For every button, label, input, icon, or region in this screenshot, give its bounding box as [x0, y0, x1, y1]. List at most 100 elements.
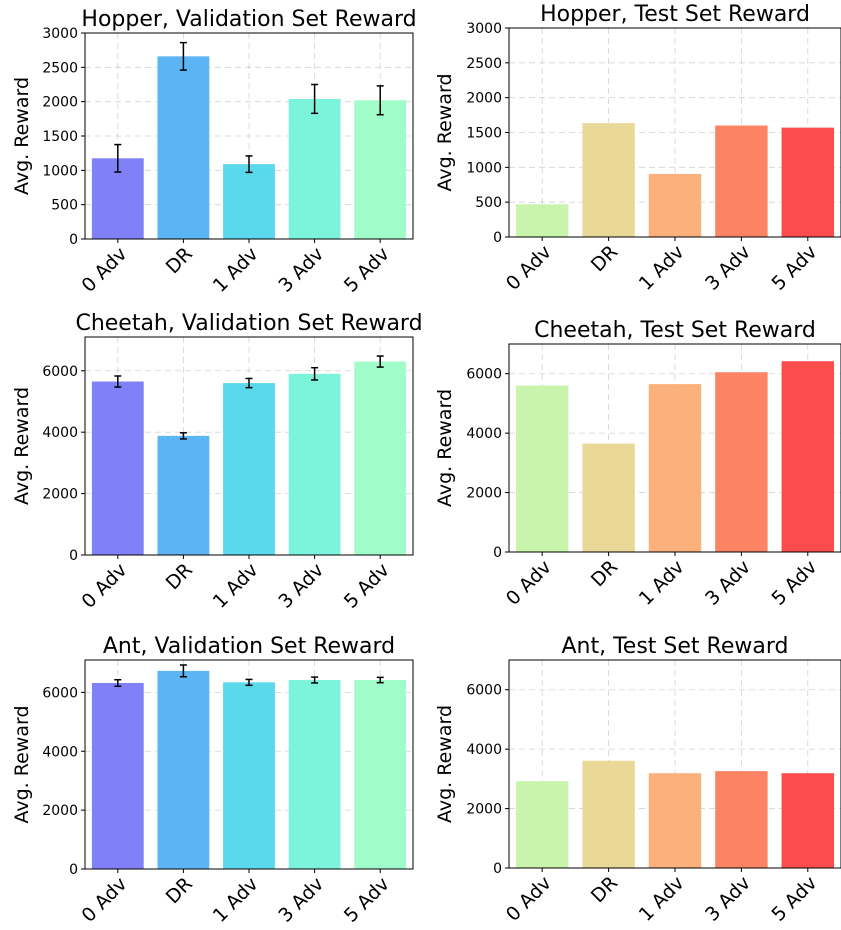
chart-cheetah-test-bar-1 [582, 443, 635, 552]
chart-cheetah-test-xtick-label-2: 1 Adv [635, 556, 689, 610]
chart-hopper-test: Hopper, Test Set Reward Avg. Reward 0 500 10… [434, 2, 841, 295]
chart-ant-validation-bar-4 [354, 680, 407, 869]
chart-cheetah-validation-xtick-label-3: 3 Adv [274, 559, 328, 613]
chart-cheetah-validation-ylabel: Avg. Reward [11, 387, 33, 505]
chart-ant-validation-ylabel: Avg. Reward [11, 705, 33, 823]
chart-hopper-test-ylabel: Avg. Reward [434, 73, 456, 191]
chart-ant-validation-bar-3 [288, 680, 341, 869]
chart-hopper-test-ytick-label-4: 2000 [466, 91, 502, 107]
chart-cheetah-validation: Cheetah, Validation Set Reward Avg. Rewar… [11, 311, 423, 613]
chart-ant-validation-xtick-label-0: 0 Adv [78, 873, 132, 927]
chart-ant-validation-xtick-label-4: 5 Adv [340, 873, 394, 927]
chart-hopper-test-bar-4 [781, 127, 835, 237]
chart-cheetah-test-ytick-label-1: 2000 [466, 486, 502, 502]
chart-cheetah-validation-xtick-label-2: 1 Adv [209, 559, 263, 613]
chart-hopper-test-ytick-label-5: 2500 [466, 56, 502, 72]
chart-ant-test-bar-0 [515, 781, 569, 868]
chart-hopper-validation-bar-4 [354, 100, 407, 239]
chart-cheetah-test-xtick-label-4: 5 Adv [768, 556, 822, 610]
chart-hopper-test-bar-2 [648, 173, 702, 237]
chart-ant-test-title: Ant, Test Set Reward [562, 634, 789, 659]
chart-cheetah-validation-bar-4 [354, 361, 407, 555]
chart-ant-test-bar-1 [582, 760, 635, 868]
chart-hopper-test-xtick-label-1: DR [587, 241, 622, 276]
chart-cheetah-validation-bar-2 [223, 383, 275, 555]
chart-cheetah-validation-xtick-label-0: 0 Adv [78, 559, 132, 613]
chart-ant-test-xtick-label-0: 0 Adv [502, 872, 556, 926]
chart-hopper-validation-xtick-label-1: DR [162, 243, 197, 278]
chart-cheetah-test-xtick-label-3: 3 Adv [701, 556, 755, 610]
chart-cheetah-test-xtick-label-1: DR [587, 556, 622, 591]
chart-hopper-test-xtick-label-2: 1 Adv [635, 241, 689, 295]
chart-hopper-validation-ytick-label-6: 3000 [42, 26, 78, 42]
chart-ant-validation: Ant, Validation Set Reward Avg. Reward 0 20… [11, 634, 414, 927]
chart-cheetah-test-ytick-label-2: 4000 [466, 426, 502, 442]
chart-hopper-validation-frame [84, 32, 414, 240]
chart-hopper-test-frame [508, 27, 841, 238]
chart-ant-validation-bar-2 [223, 682, 275, 869]
chart-cheetah-test-xtick-label-0: 0 Adv [502, 556, 556, 610]
chart-ant-validation-title: Ant, Validation Set Reward [103, 634, 395, 659]
chart-cheetah-test-bar-0 [515, 385, 569, 552]
chart-ant-validation-ytick-label-1: 2000 [42, 803, 78, 819]
chart-hopper-validation-ytick-label-0: 0 [69, 232, 78, 248]
chart-cheetah-test-ytick-label-0: 0 [493, 545, 502, 561]
chart-cheetah-test-ytick-label-3: 6000 [466, 367, 502, 383]
chart-ant-test-xtick-label-4: 5 Adv [768, 872, 822, 926]
chart-hopper-test-bar-0 [515, 204, 569, 237]
chart-cheetah-validation-ytick-label-3: 6000 [42, 364, 78, 380]
chart-ant-validation-xtick-label-1: DR [162, 873, 197, 908]
chart-cheetah-test-frame [508, 343, 841, 553]
chart-ant-validation-xtick-label-3: 3 Adv [274, 873, 328, 927]
chart-hopper-validation-xtick-label-0: 0 Adv [78, 243, 132, 297]
chart-hopper-test-ytick-label-0: 0 [493, 230, 502, 246]
chart-ant-validation-ytick-label-3: 6000 [42, 685, 78, 701]
chart-hopper-validation-ytick-label-5: 2500 [42, 60, 78, 76]
chart-cheetah-validation-title: Cheetah, Validation Set Reward [75, 311, 422, 336]
chart-cheetah-validation-ytick-label-1: 2000 [42, 487, 78, 503]
chart-ant-test-ytick-label-0: 0 [493, 861, 502, 877]
chart-ant-test-ylabel: Avg. Reward [434, 705, 456, 823]
chart-hopper-test-ytick-label-6: 3000 [466, 21, 502, 37]
chart-hopper-validation-ylabel: Avg. Reward [11, 77, 33, 195]
chart-cheetah-test-bar-3 [715, 372, 768, 552]
chart-hopper-validation-bar-1 [157, 56, 210, 240]
chart-cheetah-validation-bar-3 [288, 373, 341, 555]
chart-ant-test-xtick-label-1: DR [587, 872, 622, 907]
chart-hopper-validation-title: Hopper, Validation Set Reward [81, 7, 416, 32]
chart-hopper-test-title: Hopper, Test Set Reward [540, 2, 810, 27]
chart-ant-test-ytick-label-1: 2000 [466, 802, 502, 818]
chart-ant-test-xtick-label-2: 1 Adv [635, 872, 689, 926]
chart-hopper-test-bar-3 [715, 125, 768, 237]
chart-hopper-validation: Hopper, Validation Set Reward Avg. Reward… [11, 7, 417, 297]
chart-hopper-validation-ytick-label-2: 1000 [42, 163, 78, 179]
chart-ant-test-ytick-label-3: 6000 [466, 683, 502, 699]
chart-hopper-validation-ytick-label-4: 2000 [42, 95, 78, 111]
chart-hopper-validation-xtick-label-4: 5 Adv [340, 243, 394, 297]
chart-ant-test-bar-2 [648, 773, 702, 868]
chart-ant-test-frame [508, 659, 841, 869]
chart-cheetah-validation-bar-0 [91, 381, 144, 555]
chart-cheetah-validation-frame [84, 336, 414, 556]
chart-hopper-test-ytick-label-1: 500 [475, 195, 502, 211]
chart-hopper-test-xtick-label-3: 3 Adv [701, 241, 755, 295]
chart-cheetah-test-title: Cheetah, Test Set Reward [534, 318, 816, 343]
chart-hopper-validation-bar-2 [223, 164, 275, 239]
chart-ant-validation-ytick-label-2: 4000 [42, 744, 78, 760]
chart-cheetah-test-ylabel: Avg. Reward [434, 389, 456, 507]
chart-cheetah-validation-xtick-label-1: DR [162, 559, 197, 594]
chart-hopper-test-ytick-label-2: 1000 [466, 160, 502, 176]
chart-ant-validation-ytick-label-0: 0 [69, 862, 78, 878]
chart-cheetah-validation-ytick-label-0: 0 [69, 548, 78, 564]
chart-ant-test-bar-3 [715, 771, 768, 868]
chart-hopper-test-xtick-label-0: 0 Adv [502, 241, 556, 295]
chart-ant-validation-bar-1 [157, 670, 210, 869]
chart-ant-validation-xtick-label-2: 1 Adv [209, 873, 263, 927]
chart-hopper-validation-xtick-label-2: 1 Adv [209, 243, 263, 297]
chart-hopper-test-ytick-label-3: 1500 [466, 126, 502, 142]
chart-ant-test: Ant, Test Set Reward Avg. Reward 0 2000 4000… [434, 634, 841, 926]
chart-ant-test-xtick-label-3: 3 Adv [701, 872, 755, 926]
chart-cheetah-test-bar-2 [648, 384, 702, 552]
chart-cheetah-validation-xtick-label-4: 5 Adv [340, 559, 394, 613]
chart-cheetah-test: Cheetah, Test Set Reward Avg. Reward 0 2000… [434, 318, 841, 610]
